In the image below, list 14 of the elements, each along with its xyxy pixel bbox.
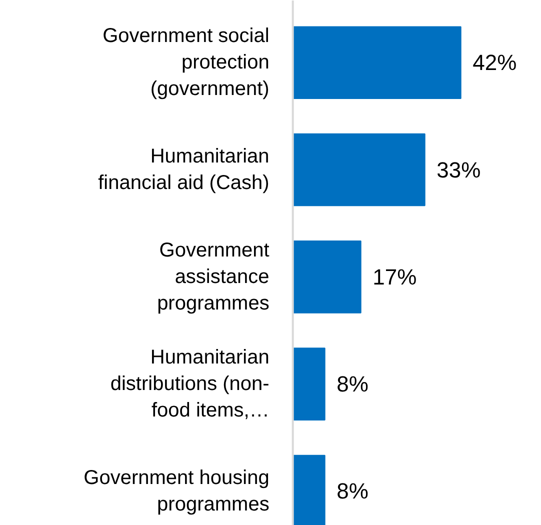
bar	[292, 240, 362, 314]
y-tick-label: Government assistance programmes	[157, 240, 270, 314]
data-label: 17%	[372, 264, 417, 290]
data-label: 8%	[336, 372, 368, 397]
bar	[292, 133, 426, 206]
data-label: 42%	[472, 50, 517, 76]
y-tick-label: Government housing programmes	[84, 467, 270, 516]
bar	[292, 26, 462, 100]
data-label: 33%	[436, 157, 481, 182]
y-tick-label: Humanitarian distributions (non- food items,…	[110, 346, 270, 422]
y-tick-label: Humanitarian financial aid (Cash)	[98, 146, 270, 194]
data-label: 8%	[336, 478, 368, 504]
y-tick-label: Government social protection (government)	[102, 25, 270, 100]
bar	[292, 348, 326, 420]
